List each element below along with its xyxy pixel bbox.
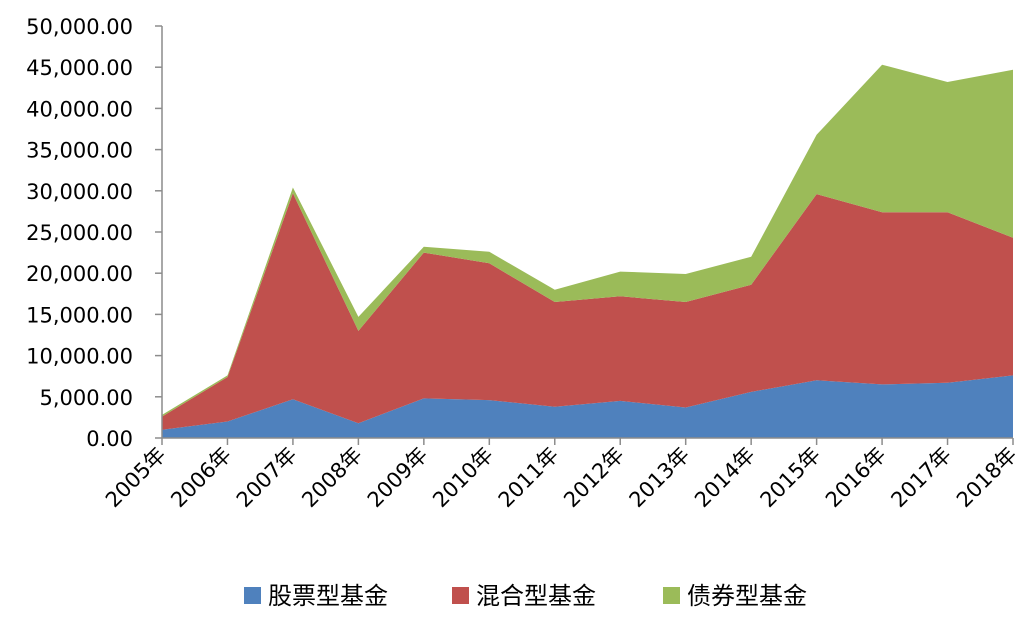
legend-label-3: 债券型基金 — [687, 582, 807, 610]
series-area-1 — [162, 375, 1013, 438]
x-tick-label: 2009年 — [363, 443, 433, 513]
legend: 股票型基金 混合型基金 债券型基金 — [244, 582, 807, 610]
x-tick-label: 2005年 — [101, 443, 171, 513]
x-tick-label: 2012年 — [559, 443, 629, 513]
y-tick-label: 0.00 — [86, 427, 133, 451]
y-tick-label: 20,000.00 — [26, 262, 133, 286]
y-tick-label: 50,000.00 — [26, 15, 133, 39]
y-tick-label: 25,000.00 — [26, 221, 133, 245]
x-tick-label: 2006年 — [166, 443, 236, 513]
y-tick-label: 10,000.00 — [26, 345, 133, 369]
legend-label-2: 混合型基金 — [476, 582, 596, 610]
x-tick-label: 2007年 — [232, 443, 302, 513]
y-tick-label: 5,000.00 — [39, 386, 133, 410]
y-axis-ticks: 0.00 5,000.00 10,000.00 15,000.00 20,000.00 2… — [26, 15, 162, 451]
y-tick-label: 45,000.00 — [26, 56, 133, 80]
x-tick-label: 2018年 — [952, 443, 1022, 513]
y-tick-label: 35,000.00 — [26, 139, 133, 163]
series-area-3 — [162, 64, 1013, 417]
legend-swatch-3 — [663, 587, 680, 604]
y-tick-label: 30,000.00 — [26, 180, 133, 204]
x-axis-ticks: 2005年2006年2007年2008年2009年2010年2011年2012年… — [101, 438, 1022, 512]
x-tick-label: 2010年 — [428, 443, 498, 513]
y-tick-label: 40,000.00 — [26, 97, 133, 121]
x-tick-label: 2016年 — [821, 443, 891, 513]
x-tick-label: 2014年 — [690, 443, 760, 513]
x-tick-label: 2015年 — [756, 443, 826, 513]
x-tick-label: 2017年 — [886, 443, 956, 513]
legend-label-1: 股票型基金 — [268, 582, 388, 610]
series-areas — [162, 64, 1013, 438]
y-tick-label: 15,000.00 — [26, 303, 133, 327]
x-tick-label: 2011年 — [494, 443, 564, 513]
legend-swatch-1 — [244, 587, 261, 604]
legend-swatch-2 — [452, 587, 469, 604]
x-tick-label: 2008年 — [297, 443, 367, 513]
series-area-2 — [162, 193, 1013, 430]
x-tick-label: 2013年 — [625, 443, 695, 513]
